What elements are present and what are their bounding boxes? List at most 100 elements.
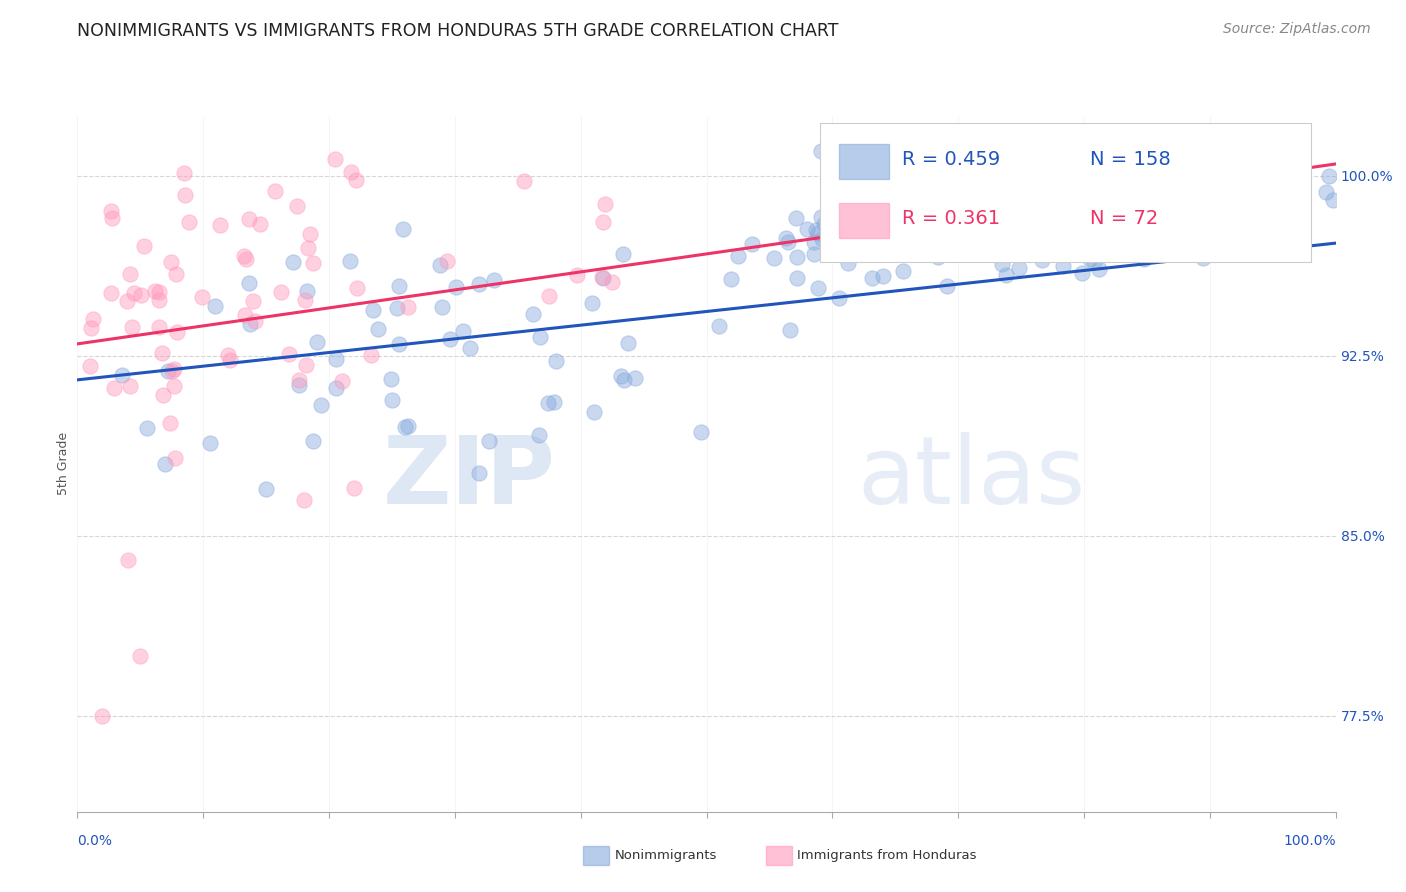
- Point: [249, 217, 271, 231]
- Point: [148, 320, 170, 334]
- Point: [233, 249, 256, 263]
- Point: [1319, 169, 1341, 183]
- Point: [779, 323, 801, 337]
- Point: [340, 165, 363, 179]
- Point: [1135, 221, 1157, 235]
- Point: [581, 296, 603, 310]
- Point: [998, 229, 1021, 244]
- FancyBboxPatch shape: [820, 123, 1310, 262]
- Point: [111, 368, 134, 382]
- Point: [100, 204, 122, 219]
- Point: [1233, 162, 1256, 177]
- Point: [301, 255, 323, 269]
- Point: [367, 322, 389, 336]
- Point: [546, 354, 568, 368]
- Point: [82, 311, 104, 326]
- Point: [217, 347, 239, 361]
- Point: [323, 153, 346, 167]
- Text: 0.0%: 0.0%: [77, 834, 112, 848]
- Point: [346, 280, 368, 294]
- Point: [1278, 199, 1301, 213]
- Point: [131, 288, 153, 302]
- Point: [430, 301, 453, 315]
- Point: [875, 206, 897, 220]
- Point: [1000, 245, 1022, 260]
- Point: [278, 347, 301, 361]
- Point: [385, 301, 408, 315]
- Point: [831, 220, 853, 235]
- Point: [436, 254, 458, 268]
- Point: [513, 174, 536, 188]
- Point: [1070, 266, 1092, 280]
- Point: [468, 277, 491, 291]
- Point: [1052, 259, 1074, 273]
- Point: [263, 185, 285, 199]
- Point: [1322, 193, 1344, 207]
- Point: [1017, 202, 1039, 217]
- Point: [994, 268, 1017, 283]
- Point: [100, 285, 122, 300]
- Point: [79, 359, 101, 373]
- Point: [1194, 246, 1216, 260]
- Point: [153, 457, 176, 471]
- Point: [796, 222, 818, 236]
- Point: [613, 372, 636, 386]
- Point: [292, 492, 315, 507]
- Point: [1284, 205, 1306, 219]
- Point: [565, 268, 588, 282]
- Point: [1153, 186, 1175, 200]
- Point: [80, 321, 103, 335]
- Point: [804, 222, 827, 236]
- Text: R = 0.361: R = 0.361: [901, 209, 1000, 227]
- Point: [522, 307, 544, 321]
- Point: [148, 293, 170, 307]
- Point: [690, 425, 713, 439]
- Point: [1118, 219, 1140, 234]
- Point: [1160, 232, 1182, 246]
- Point: [239, 317, 262, 331]
- Point: [325, 381, 347, 395]
- Point: [91, 708, 114, 723]
- Point: [1216, 186, 1239, 200]
- Point: [163, 379, 186, 393]
- Point: [529, 330, 551, 344]
- Point: [806, 226, 828, 240]
- Point: [294, 293, 316, 308]
- Point: [827, 239, 849, 253]
- Text: NONIMMIGRANTS VS IMMIGRANTS FROM HONDURAS 5TH GRADE CORRELATION CHART: NONIMMIGRANTS VS IMMIGRANTS FROM HONDURA…: [77, 22, 839, 40]
- Point: [391, 222, 413, 236]
- Point: [1278, 238, 1301, 252]
- Point: [121, 320, 143, 334]
- Point: [984, 209, 1007, 223]
- Point: [936, 278, 959, 293]
- Point: [398, 418, 420, 433]
- Point: [1184, 182, 1206, 196]
- Point: [1284, 210, 1306, 224]
- Point: [786, 250, 808, 264]
- FancyBboxPatch shape: [838, 144, 889, 178]
- Point: [115, 293, 138, 308]
- Point: [1261, 219, 1284, 233]
- Point: [865, 246, 887, 260]
- Point: [1178, 219, 1201, 234]
- Point: [363, 302, 385, 317]
- Point: [852, 202, 875, 216]
- Point: [592, 215, 614, 229]
- Point: [616, 335, 638, 350]
- Point: [593, 197, 616, 211]
- Point: [927, 250, 949, 264]
- Point: [439, 332, 461, 346]
- Point: [543, 395, 565, 409]
- Point: [1180, 228, 1202, 243]
- Point: [287, 199, 309, 213]
- Text: N = 72: N = 72: [1090, 209, 1159, 227]
- Point: [1021, 192, 1043, 206]
- Point: [218, 353, 240, 368]
- Point: [245, 314, 267, 328]
- Point: [388, 279, 411, 293]
- Point: [1164, 209, 1187, 223]
- Point: [612, 247, 634, 261]
- Point: [810, 144, 832, 158]
- Point: [941, 236, 963, 251]
- Point: [209, 218, 232, 232]
